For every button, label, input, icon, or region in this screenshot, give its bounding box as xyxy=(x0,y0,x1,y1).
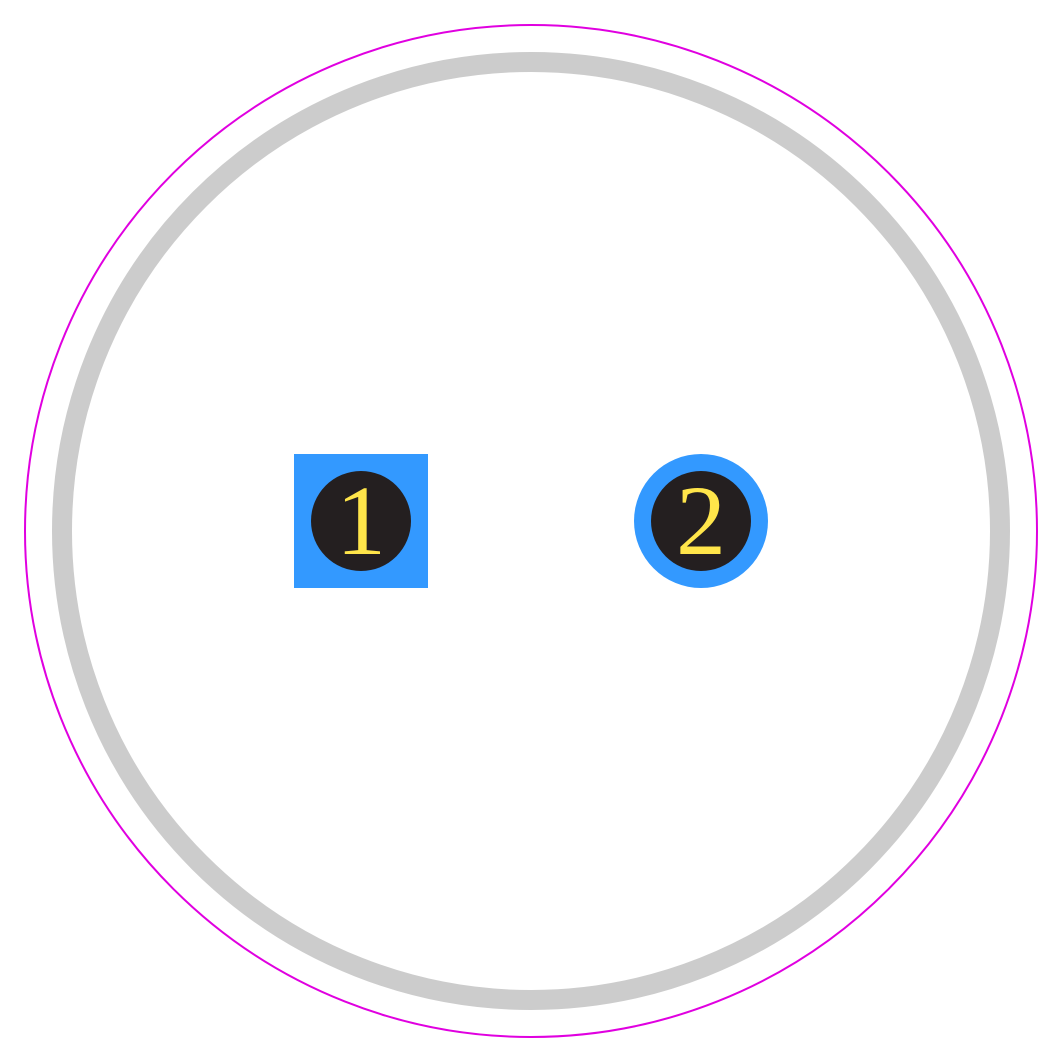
pad-1-label: 1 xyxy=(294,454,428,588)
pad-2: 2 xyxy=(634,454,768,588)
silkscreen-circle xyxy=(52,52,1010,1010)
footprint-canvas: 12 xyxy=(0,0,1062,1062)
pad-2-label: 2 xyxy=(634,454,768,588)
pad-1: 1 xyxy=(294,454,428,588)
